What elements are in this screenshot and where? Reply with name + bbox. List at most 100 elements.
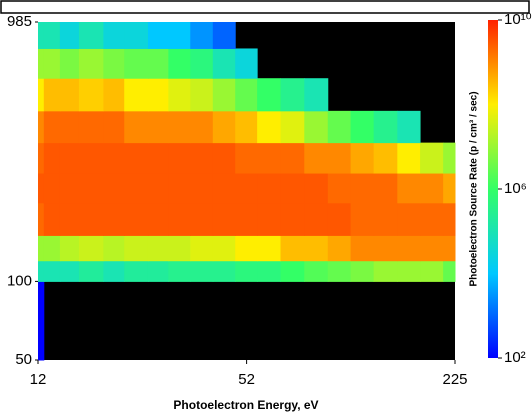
heat-cell: [280, 260, 305, 282]
heat-cell: [257, 202, 282, 236]
heat-cell: [38, 142, 45, 174]
heat-cell: [168, 173, 191, 204]
heat-cell: [168, 202, 191, 236]
heat-cell: [59, 22, 80, 49]
heat-cell: [38, 22, 45, 49]
heat-cell: [124, 260, 149, 282]
heat-cell: [103, 78, 125, 112]
heat-cell: [43, 48, 61, 79]
heat-cell: [397, 173, 421, 204]
heat-cell: [59, 142, 80, 174]
heat-cell: [327, 142, 352, 174]
heat-cell: [124, 235, 149, 262]
heat-cell: [59, 173, 80, 204]
heat-cell: [280, 235, 305, 262]
heat-cell: [443, 173, 456, 204]
heat-cell: [147, 173, 169, 204]
heat-cell: [280, 78, 305, 112]
heat-cell: [304, 235, 329, 262]
heat-cell: [280, 110, 305, 144]
heat-cell: [373, 260, 398, 282]
heat-cell: [235, 78, 258, 112]
heat-cell: [168, 260, 191, 282]
heat-cell: [124, 22, 149, 49]
heat-cell: [212, 260, 236, 282]
heat-cell: [373, 235, 398, 262]
heat-cell: [373, 202, 398, 236]
heat-cell: [147, 48, 169, 79]
heat-cell: [103, 110, 125, 144]
heat-cell: [190, 22, 214, 49]
heat-cell: [168, 142, 191, 174]
heat-cell: [78, 235, 104, 262]
heat-cell: [190, 110, 214, 144]
heat-cell: [212, 202, 236, 236]
heat-cell: [124, 173, 149, 204]
y-tick-label: 985: [7, 13, 32, 30]
heat-cell: [257, 173, 282, 204]
heat-cell: [212, 142, 236, 174]
heat-cell: [327, 202, 352, 236]
heat-cell: [59, 110, 80, 144]
heat-cell: [373, 142, 398, 174]
colorbar-tick-label: 10⁶: [504, 180, 527, 197]
heat-cell: [59, 48, 80, 79]
heat-cell: [38, 235, 45, 262]
heat-cell: [38, 173, 45, 204]
heat-cell: [38, 48, 45, 79]
heat-cell: [257, 78, 282, 112]
heat-cell: [304, 202, 329, 236]
heat-cell: [43, 110, 61, 144]
heat-cell: [147, 78, 169, 112]
heat-cell: [304, 78, 329, 112]
heat-cell: [190, 78, 214, 112]
heat-cell: [212, 110, 236, 144]
heat-cell: [43, 235, 61, 262]
heat-cell: [59, 235, 80, 262]
heat-cell: [280, 173, 305, 204]
heat-cell: [420, 202, 444, 236]
x-tick-label: 52: [238, 371, 255, 388]
heat-cell: [147, 110, 169, 144]
heat-cell: [38, 110, 45, 144]
heat-cell: [235, 235, 258, 262]
heat-cell: [43, 173, 61, 204]
heat-cell: [78, 142, 104, 174]
y-tick-label: 100: [7, 272, 32, 289]
x-tick-label: 12: [30, 371, 47, 388]
heat-cell: [443, 142, 456, 174]
heat-cell: [397, 142, 421, 174]
colorbar-tick-label: 10²: [504, 349, 526, 366]
x-tick-label: 225: [442, 371, 467, 388]
heat-cell: [78, 22, 104, 49]
heat-cell: [373, 173, 398, 204]
colorbar: [488, 20, 498, 358]
heat-cell: [38, 202, 45, 236]
heat-cell: [124, 202, 149, 236]
heat-cell: [147, 235, 169, 262]
heat-cell: [168, 110, 191, 144]
heat-cell: [103, 202, 125, 236]
heat-cell: [78, 78, 104, 112]
heat-cell: [373, 110, 398, 144]
heat-cell: [43, 260, 61, 282]
colorbar-title: Photoelectron Source Rate (p / cm³ / sec…: [469, 91, 480, 286]
heat-cell: [78, 202, 104, 236]
heat-cell: [147, 142, 169, 174]
heat-cell: [397, 110, 421, 144]
y-tick-label: 50: [15, 351, 32, 368]
heat-cell: [78, 173, 104, 204]
heat-cell: [103, 48, 125, 79]
heat-cell: [78, 110, 104, 144]
heat-cell: [235, 173, 258, 204]
heat-cell: [443, 260, 456, 282]
heat-cell: [304, 260, 329, 282]
heat-cell: [397, 235, 421, 262]
heat-cell: [235, 202, 258, 236]
heat-cell: [190, 202, 214, 236]
heat-cell: [78, 48, 104, 79]
heat-cell: [280, 202, 305, 236]
heat-cell: [257, 260, 282, 282]
heat-cell: [350, 142, 375, 174]
